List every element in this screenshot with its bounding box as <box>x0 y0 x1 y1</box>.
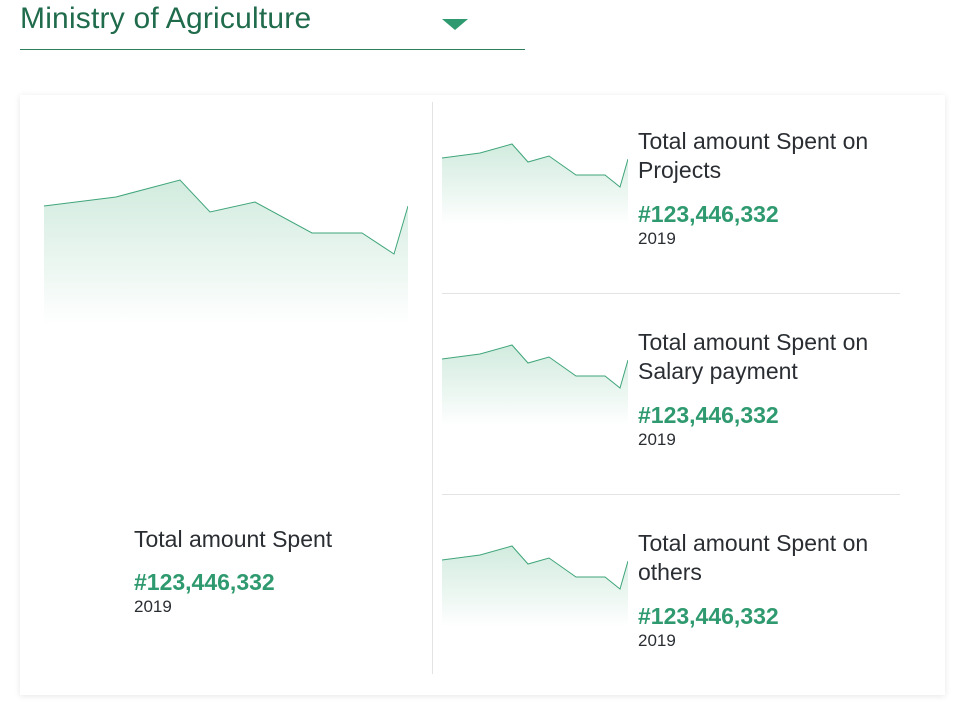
projects-spending-year: 2019 <box>638 229 676 248</box>
others-spending-item: Total amount Spent on others #123,446,33… <box>442 497 900 697</box>
salary-spending-year: 2019 <box>638 430 676 449</box>
total-spent-year: 2019 <box>134 597 172 616</box>
salary-spending-amount: #123,446,332 <box>638 402 779 428</box>
others-spending-year: 2019 <box>638 631 676 650</box>
projects-spending-amount: #123,446,332 <box>638 201 779 227</box>
projects-spending-label: Total amount Spent on Projects <box>638 128 869 183</box>
total-spent-summary: Total amount Spent #123,446,332 2019 <box>134 525 332 617</box>
horizontal-divider <box>442 293 900 294</box>
others-sparkline <box>442 545 628 627</box>
spending-card: Total amount Spent #123,446,332 2019 Tot… <box>20 95 945 695</box>
projects-sparkline <box>442 143 628 225</box>
salary-spending-label: Total amount Spent on Salary payment <box>638 329 869 384</box>
ministry-dropdown[interactable]: Ministry of Agriculture <box>20 0 525 50</box>
ministry-dropdown-value: Ministry of Agriculture <box>20 2 312 35</box>
projects-spending-text: Total amount Spent on Projects #123,446,… <box>638 127 900 249</box>
salary-sparkline <box>442 344 628 426</box>
others-spending-label: Total amount Spent on others <box>638 530 869 585</box>
main-sparkline <box>44 179 408 325</box>
salary-spending-item: Total amount Spent on Salary payment #12… <box>442 296 900 496</box>
vertical-divider <box>432 102 433 674</box>
main-sparkline-line <box>44 179 408 255</box>
others-spending-text: Total amount Spent on others #123,446,33… <box>638 529 900 651</box>
total-spent-label: Total amount Spent <box>134 526 333 552</box>
main-sparkline-area <box>44 180 408 325</box>
horizontal-divider <box>442 494 900 495</box>
total-spent-amount: #123,446,332 <box>134 569 275 595</box>
projects-spending-item: Total amount Spent on Projects #123,446,… <box>442 95 900 295</box>
others-spending-amount: #123,446,332 <box>638 603 779 629</box>
salary-spending-text: Total amount Spent on Salary payment #12… <box>638 328 900 450</box>
caret-down-icon[interactable] <box>442 19 468 31</box>
